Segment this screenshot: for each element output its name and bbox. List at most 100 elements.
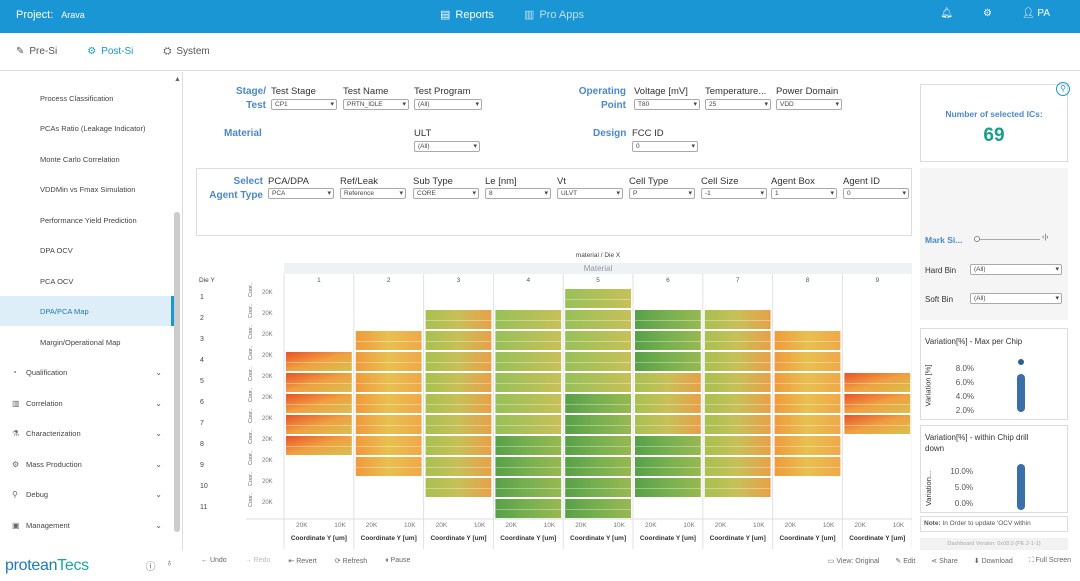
pca-dpa-select[interactable]: PCA [268,188,334,199]
share-button[interactable]: ⋖ Share [931,558,958,565]
scroll-up-icon[interactable]: ▲ [174,76,181,83]
sidebar-section-correlation[interactable]: ▥ Correlation ⌄ [0,388,174,418]
fcc-id-select[interactable]: 0 [632,141,698,152]
cell-type-select[interactable]: P [629,188,695,199]
management-icon: ▣ [12,520,20,530]
mark-size-slider[interactable] [976,239,1040,240]
sidebar-section-management[interactable]: ▣ Management ⌄ [0,510,174,540]
help-icon[interactable]: ⓘ [145,562,156,573]
variation-within-cluster [1017,464,1025,510]
filter-icon[interactable]: ⚲ [1056,82,1070,96]
bell-icon[interactable]: 🔔︎ [940,8,953,19]
die-cell-r10-c7 [704,478,771,497]
proteantecs-logo: proteanTecs [5,557,89,575]
le-select[interactable]: 8 [485,188,551,199]
project-selector[interactable]: Project: Arava [16,9,85,21]
die-cell-r5-c4 [495,373,562,392]
refresh-button[interactable]: ⟳ Refresh [334,558,368,565]
select-agent-line1: Select [233,176,263,187]
sidebar-item-pcas-ratio[interactable]: PCAs Ratio (Leakage Indicator) [0,113,174,143]
sidebar-section-mass-production[interactable]: ⚙ Mass Production ⌄ [0,449,174,479]
sidebar-item-process-classification[interactable]: Process Classification [0,83,174,113]
sidebar-item-dpa-ocv[interactable]: DPA OCV [0,235,174,265]
pause-button[interactable]: ⏸︎ Pause [385,557,411,564]
agent-id-select[interactable]: 0 [843,188,909,199]
stage-test-line1: Stage/ [235,86,266,97]
sidebar-item-pca-ocv[interactable]: PCA OCV [0,266,174,296]
ref-leak-select[interactable]: Reference [340,188,406,199]
column-label: 7 [735,277,740,284]
x-tick-label: 10K [543,522,556,529]
die-cell-r3-c4 [495,331,562,350]
die-cell-r3-c7 [704,331,771,350]
mark-size-stepper-icon[interactable]: ‹|› [1042,234,1049,241]
die-cell-r6-c6 [635,394,701,413]
sidebar-item-label: VDDMin vs Fmax Simulation [40,184,136,194]
x-tick-label: 20K [505,522,517,529]
undo-button[interactable]: ← Undo [201,557,227,564]
revert-button[interactable]: ⇤ Revert [288,558,317,565]
share-label: Share [939,558,958,565]
hard-bin-select[interactable]: (All) [970,264,1062,275]
ult-select[interactable]: (All) [414,141,480,152]
selected-ics-value: 69 [983,125,1005,146]
tab-system[interactable]: ⛭ System [163,46,209,57]
x-tick-label: 20K [575,522,587,529]
pro-apps-link[interactable]: ▥ Pro Apps [524,8,584,22]
die-cell-r3-c8 [774,331,841,350]
cell-size-select[interactable]: -1 [701,188,767,199]
test-name-select[interactable]: PRTN_IDLE [343,99,409,110]
view-original-button[interactable]: ▭ View: Original [827,558,880,565]
die-cell-r3-c3 [425,331,492,350]
tick-label: 2.0% [955,406,974,415]
mark-size-handle[interactable] [974,236,980,242]
column-label: 3 [456,277,461,284]
full-screen-button[interactable]: ⛶ Full Screen [1028,557,1071,564]
sidebar-item-dpa-pca-map[interactable]: DPA/PCA Map [0,296,174,326]
x-axis-label: Coordinate Y [um] [430,535,487,542]
tab-post-si[interactable]: ⚙ Post-Si [87,46,133,57]
x-tick-label: 20K [365,522,378,529]
sidebar-item-yield[interactable]: Performance Yield Prediction [0,205,174,235]
bulb-icon[interactable]: ♁ [165,558,174,569]
sidebar-section-debug[interactable]: ⚲ Debug ⌄ [0,479,174,509]
power-domain-select[interactable]: VDD [776,99,842,110]
sidebar-item-vddmin[interactable]: VDDMin vs Fmax Simulation [0,174,174,204]
sidebar-item-monte-carlo[interactable]: Monte Carlo Correlation [0,144,174,174]
variation-max-ylabel: Variation [%] [923,364,933,407]
sidebar-section-qualification[interactable]: ◔ Qualification ⌄ [0,357,174,387]
redo-button[interactable]: → Redo [244,557,271,564]
die-cell-r4-c7 [704,352,771,371]
voltage-select[interactable]: T80 [634,99,700,110]
chevron-down-icon: ⌄ [155,367,162,377]
soft-bin-label: Soft Bin [925,295,954,304]
die-cell-r9-c4 [495,457,562,476]
user-menu[interactable]: 👤︎ PA [1022,8,1050,19]
variation-within-title-line1: Variation[%] - within Chip drill [925,433,1029,442]
sub-type-select[interactable]: CORE [413,188,479,199]
test-program-select[interactable]: (All) [414,99,482,110]
sidebar-item-margin-map[interactable]: Margin/Operational Map [0,327,174,357]
soft-bin-select[interactable]: (All) [970,293,1062,304]
chevron-down-icon: ⌄ [155,428,162,438]
x-tick-label: 10K [334,522,346,529]
die-cell-r5-c6 [635,373,701,392]
die-cell-r6-c8 [774,394,841,413]
test-stage-select[interactable]: CP1 [271,99,337,110]
die-cell-r8-c8 [774,436,841,455]
vt-select[interactable]: ULVT [557,188,623,199]
agent-panel: Select Agent Type PCA/DPA PCA Ref/Leak Re… [196,168,912,236]
download-button[interactable]: ⬇ Download [973,558,1013,565]
variation-max-point [1018,359,1024,365]
gear-icon[interactable]: ⚙ [982,8,992,19]
tab-pre-si[interactable]: ✎ Pre-Si [16,46,57,57]
x-tick-label: 10K [683,522,695,529]
sidebar-scrollbar[interactable] [174,212,180,532]
edit-button[interactable]: ✎ Edit [895,558,916,565]
x-tick-group: 20K 10K [505,522,555,529]
reports-link[interactable]: ▤ Reports [440,8,494,22]
temperature-select[interactable]: 25 [705,99,771,110]
agent-box-select[interactable]: 1 [771,188,837,199]
sidebar-section-characterization[interactable]: ⚗ Characterization ⌄ [0,418,174,448]
row-tick-label: 20K [262,311,273,317]
